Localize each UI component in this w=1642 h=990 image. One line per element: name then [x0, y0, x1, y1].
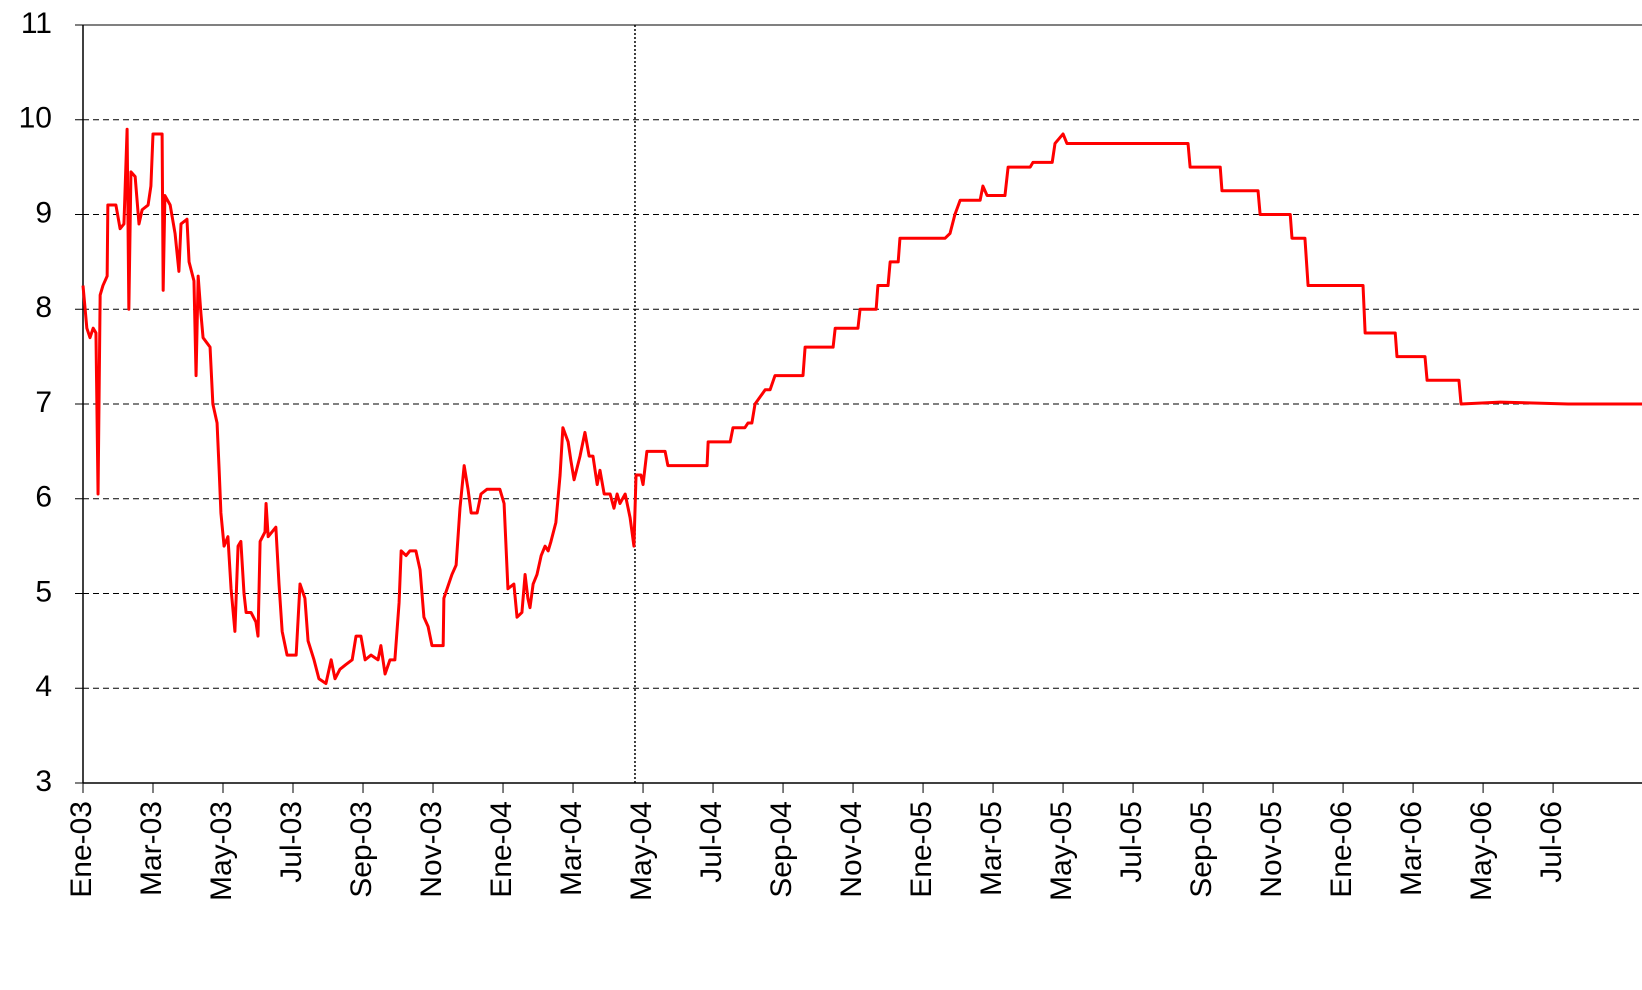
x-tick-label: Jul-05 [1115, 801, 1148, 883]
y-tick-label: 9 [35, 196, 52, 229]
x-tick-label: Mar-04 [555, 801, 588, 896]
x-tick-label: Sep-03 [345, 801, 378, 898]
x-tick-label: Jul-06 [1535, 801, 1568, 883]
x-tick-label: May-04 [625, 801, 658, 901]
x-tick-label: Sep-05 [1185, 801, 1218, 898]
y-tick-label: 8 [35, 291, 52, 324]
x-tick-label: Jul-04 [695, 801, 728, 883]
x-tick-label: Mar-03 [135, 801, 168, 896]
x-tick-label: Nov-05 [1255, 801, 1288, 898]
y-tick-label: 3 [35, 765, 52, 798]
x-tick-label: Ene-04 [485, 801, 518, 898]
x-tick-label: Mar-05 [975, 801, 1008, 896]
y-tick-label: 6 [35, 481, 52, 514]
x-tick-label: May-05 [1045, 801, 1078, 901]
y-tick-label: 7 [35, 386, 52, 419]
page: {"chart_data": {"type": "line", "x": [0,… [0, 0, 1642, 990]
x-tick-label: Mar-06 [1395, 801, 1428, 896]
x-tick-label: May-03 [205, 801, 238, 901]
x-tick-label: Sep-04 [765, 801, 798, 898]
data-line [83, 129, 1642, 683]
x-tick-label: Nov-03 [415, 801, 448, 898]
x-tick-label: Ene-03 [65, 801, 98, 898]
y-tick-label: 5 [35, 575, 52, 608]
x-tick-label: Nov-04 [835, 801, 868, 898]
x-tick-label: Ene-06 [1325, 801, 1358, 898]
y-tick-label: 10 [19, 102, 52, 135]
chart: 3 4 5 6 7 8 9 10 11 Ene-03 Mar-03 May-03 Jul-03 Sep-0… [0, 0, 1642, 990]
x-tick-label: Jul-03 [275, 801, 308, 883]
x-tick-label: May-06 [1465, 801, 1498, 901]
y-tick-label: 11 [21, 7, 52, 40]
y-tick-label: 4 [35, 670, 52, 703]
x-tick-label: Ene-05 [905, 801, 938, 898]
